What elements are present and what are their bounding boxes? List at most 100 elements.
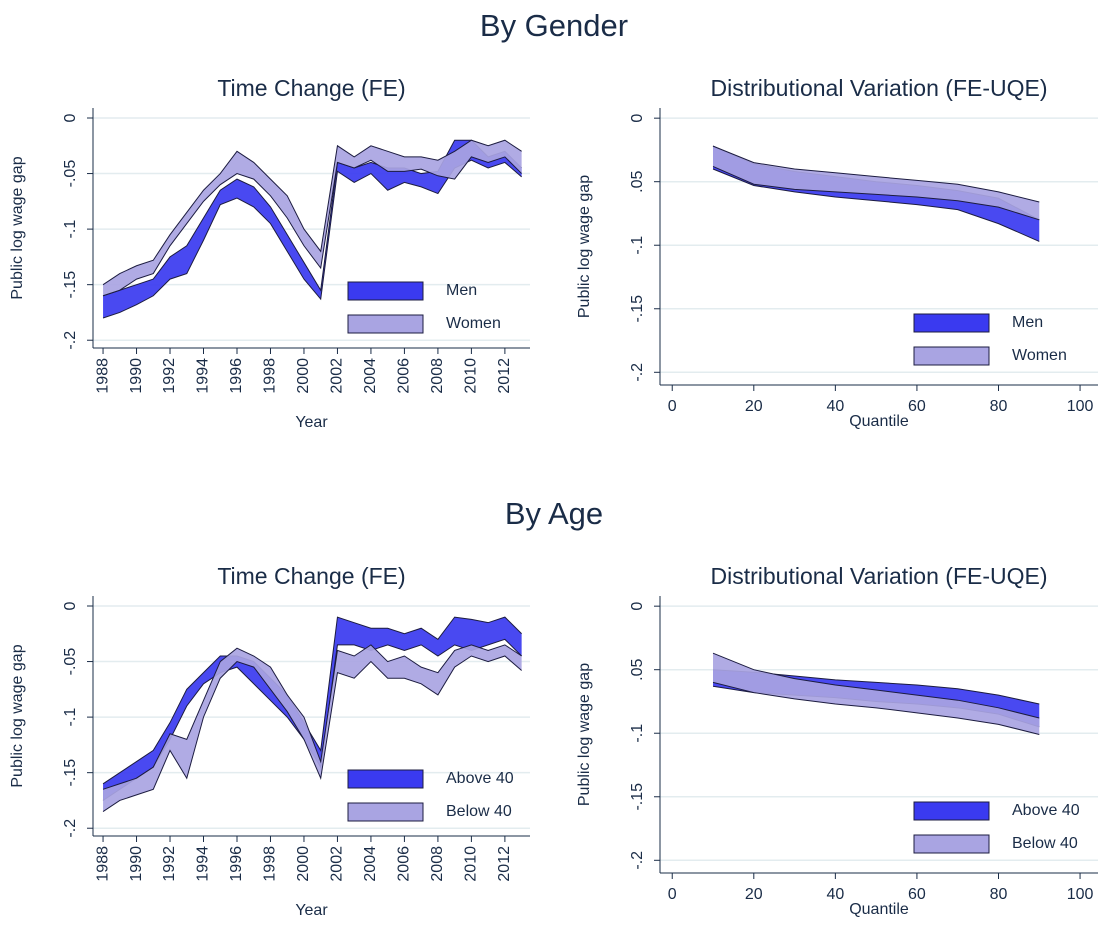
x-tick-label: 2010 <box>463 358 480 394</box>
band-edge <box>102 644 522 790</box>
x-axis-label: Year <box>295 902 328 919</box>
legend-swatch <box>913 346 990 366</box>
x-tick-label: 2008 <box>429 846 446 882</box>
legend-swatch <box>347 769 424 789</box>
band-edge <box>712 168 1040 242</box>
x-tick-label: 1998 <box>262 846 279 882</box>
band-area <box>713 146 1040 220</box>
y-axis-label: Public log wage gap <box>9 644 26 787</box>
chart-title: Time Change (FE) <box>217 75 405 101</box>
band-edge <box>712 165 1040 221</box>
x-tick-label: 1994 <box>195 846 212 882</box>
x-tick-label: 2002 <box>329 846 346 882</box>
y-tick-label: 0 <box>62 113 79 122</box>
legend-label: Below 40 <box>1012 835 1078 852</box>
x-tick-label: 2006 <box>396 846 413 882</box>
x-tick-label: 2000 <box>295 846 312 882</box>
x-tick-label: 40 <box>826 398 844 415</box>
x-axis-label: Year <box>295 414 328 431</box>
band-edge <box>102 655 522 812</box>
legend-label: Below 40 <box>446 803 512 820</box>
y-tick-label: -.05 <box>62 160 79 188</box>
x-tick-label: 80 <box>990 886 1008 903</box>
y-tick-label: -.15 <box>629 783 646 811</box>
y-tick-label: -.2 <box>629 363 646 382</box>
x-axis-label: Quantile <box>849 901 909 918</box>
y-axis-label: Public log wage gap <box>576 175 593 318</box>
chart-title: Distributional Variation (FE-UQE) <box>710 75 1047 101</box>
legend-swatch <box>347 314 424 334</box>
x-tick-label: 0 <box>668 886 677 903</box>
section-heading: By Gender <box>480 8 628 43</box>
x-tick-label: 60 <box>908 398 926 415</box>
x-tick-label: 1992 <box>161 358 178 394</box>
band-edge <box>102 139 522 297</box>
x-tick-label: 1988 <box>94 846 111 882</box>
y-tick-label: -.1 <box>629 236 646 255</box>
y-tick-label: -.05 <box>62 648 79 676</box>
x-tick-label: 100 <box>1067 886 1094 903</box>
legend-label: Men <box>446 282 477 299</box>
x-tick-label: 100 <box>1067 398 1094 415</box>
x-tick-label: 1994 <box>195 358 212 394</box>
band-area <box>103 140 522 296</box>
x-tick-label: 80 <box>990 398 1008 415</box>
legend-label: Above 40 <box>446 770 514 787</box>
chart-title: Time Change (FE) <box>217 563 405 589</box>
legend-swatch <box>347 802 424 822</box>
legend-swatch <box>913 834 990 854</box>
x-tick-label: 2012 <box>496 846 513 882</box>
x-tick-label: 2004 <box>362 358 379 394</box>
y-tick-label: -.15 <box>62 271 79 299</box>
x-tick-label: 2006 <box>396 358 413 394</box>
y-tick-label: 0 <box>629 114 646 123</box>
x-tick-label: 2012 <box>496 358 513 394</box>
legend-swatch <box>913 801 990 821</box>
x-tick-label: 20 <box>745 398 763 415</box>
x-tick-label: 2010 <box>463 846 480 882</box>
x-tick-label: 1996 <box>228 846 245 882</box>
x-tick-label: 2004 <box>362 846 379 882</box>
band-edge <box>712 681 1040 735</box>
x-tick-label: 20 <box>745 886 763 903</box>
band-edge <box>102 616 522 785</box>
band-area <box>713 653 1040 735</box>
y-tick-label: -.2 <box>62 331 79 350</box>
legend-label: Men <box>1012 314 1043 331</box>
y-tick-label: -.2 <box>629 851 646 870</box>
y-tick-label: -.1 <box>62 708 79 727</box>
x-tick-label: 2000 <box>295 358 312 394</box>
x-tick-label: 60 <box>908 886 926 903</box>
x-tick-label: 2002 <box>329 358 346 394</box>
legend-swatch <box>347 281 424 301</box>
band-edge <box>102 139 522 286</box>
band-edge <box>102 156 522 297</box>
band-area <box>103 140 522 318</box>
x-tick-label: 40 <box>826 886 844 903</box>
y-axis-label: Public log wage gap <box>9 156 26 299</box>
chart-title: Distributional Variation (FE-UQE) <box>710 563 1047 589</box>
y-tick-label: -.1 <box>62 220 79 239</box>
x-tick-label: 1998 <box>262 358 279 394</box>
x-tick-label: 1990 <box>128 846 145 882</box>
legend-swatch <box>913 313 990 333</box>
y-tick-label: 0 <box>62 601 79 610</box>
y-tick-label: 0 <box>629 602 646 611</box>
x-tick-label: 1996 <box>228 358 245 394</box>
band-area <box>103 617 522 801</box>
legend-label: Women <box>446 315 501 332</box>
y-tick-label: .05 <box>629 170 646 192</box>
x-tick-label: 1990 <box>128 358 145 394</box>
legend-label: Women <box>1012 347 1067 364</box>
band-edge <box>712 145 1040 203</box>
legend-label: Above 40 <box>1012 802 1080 819</box>
section-heading: By Age <box>505 496 603 531</box>
y-tick-label: -.15 <box>62 759 79 787</box>
band-edge <box>712 652 1040 719</box>
y-axis-label: Public log wage gap <box>576 663 593 806</box>
x-tick-label: 1988 <box>94 358 111 394</box>
y-tick-label: -.15 <box>629 295 646 323</box>
x-tick-label: 2008 <box>429 358 446 394</box>
x-tick-label: 0 <box>668 398 677 415</box>
